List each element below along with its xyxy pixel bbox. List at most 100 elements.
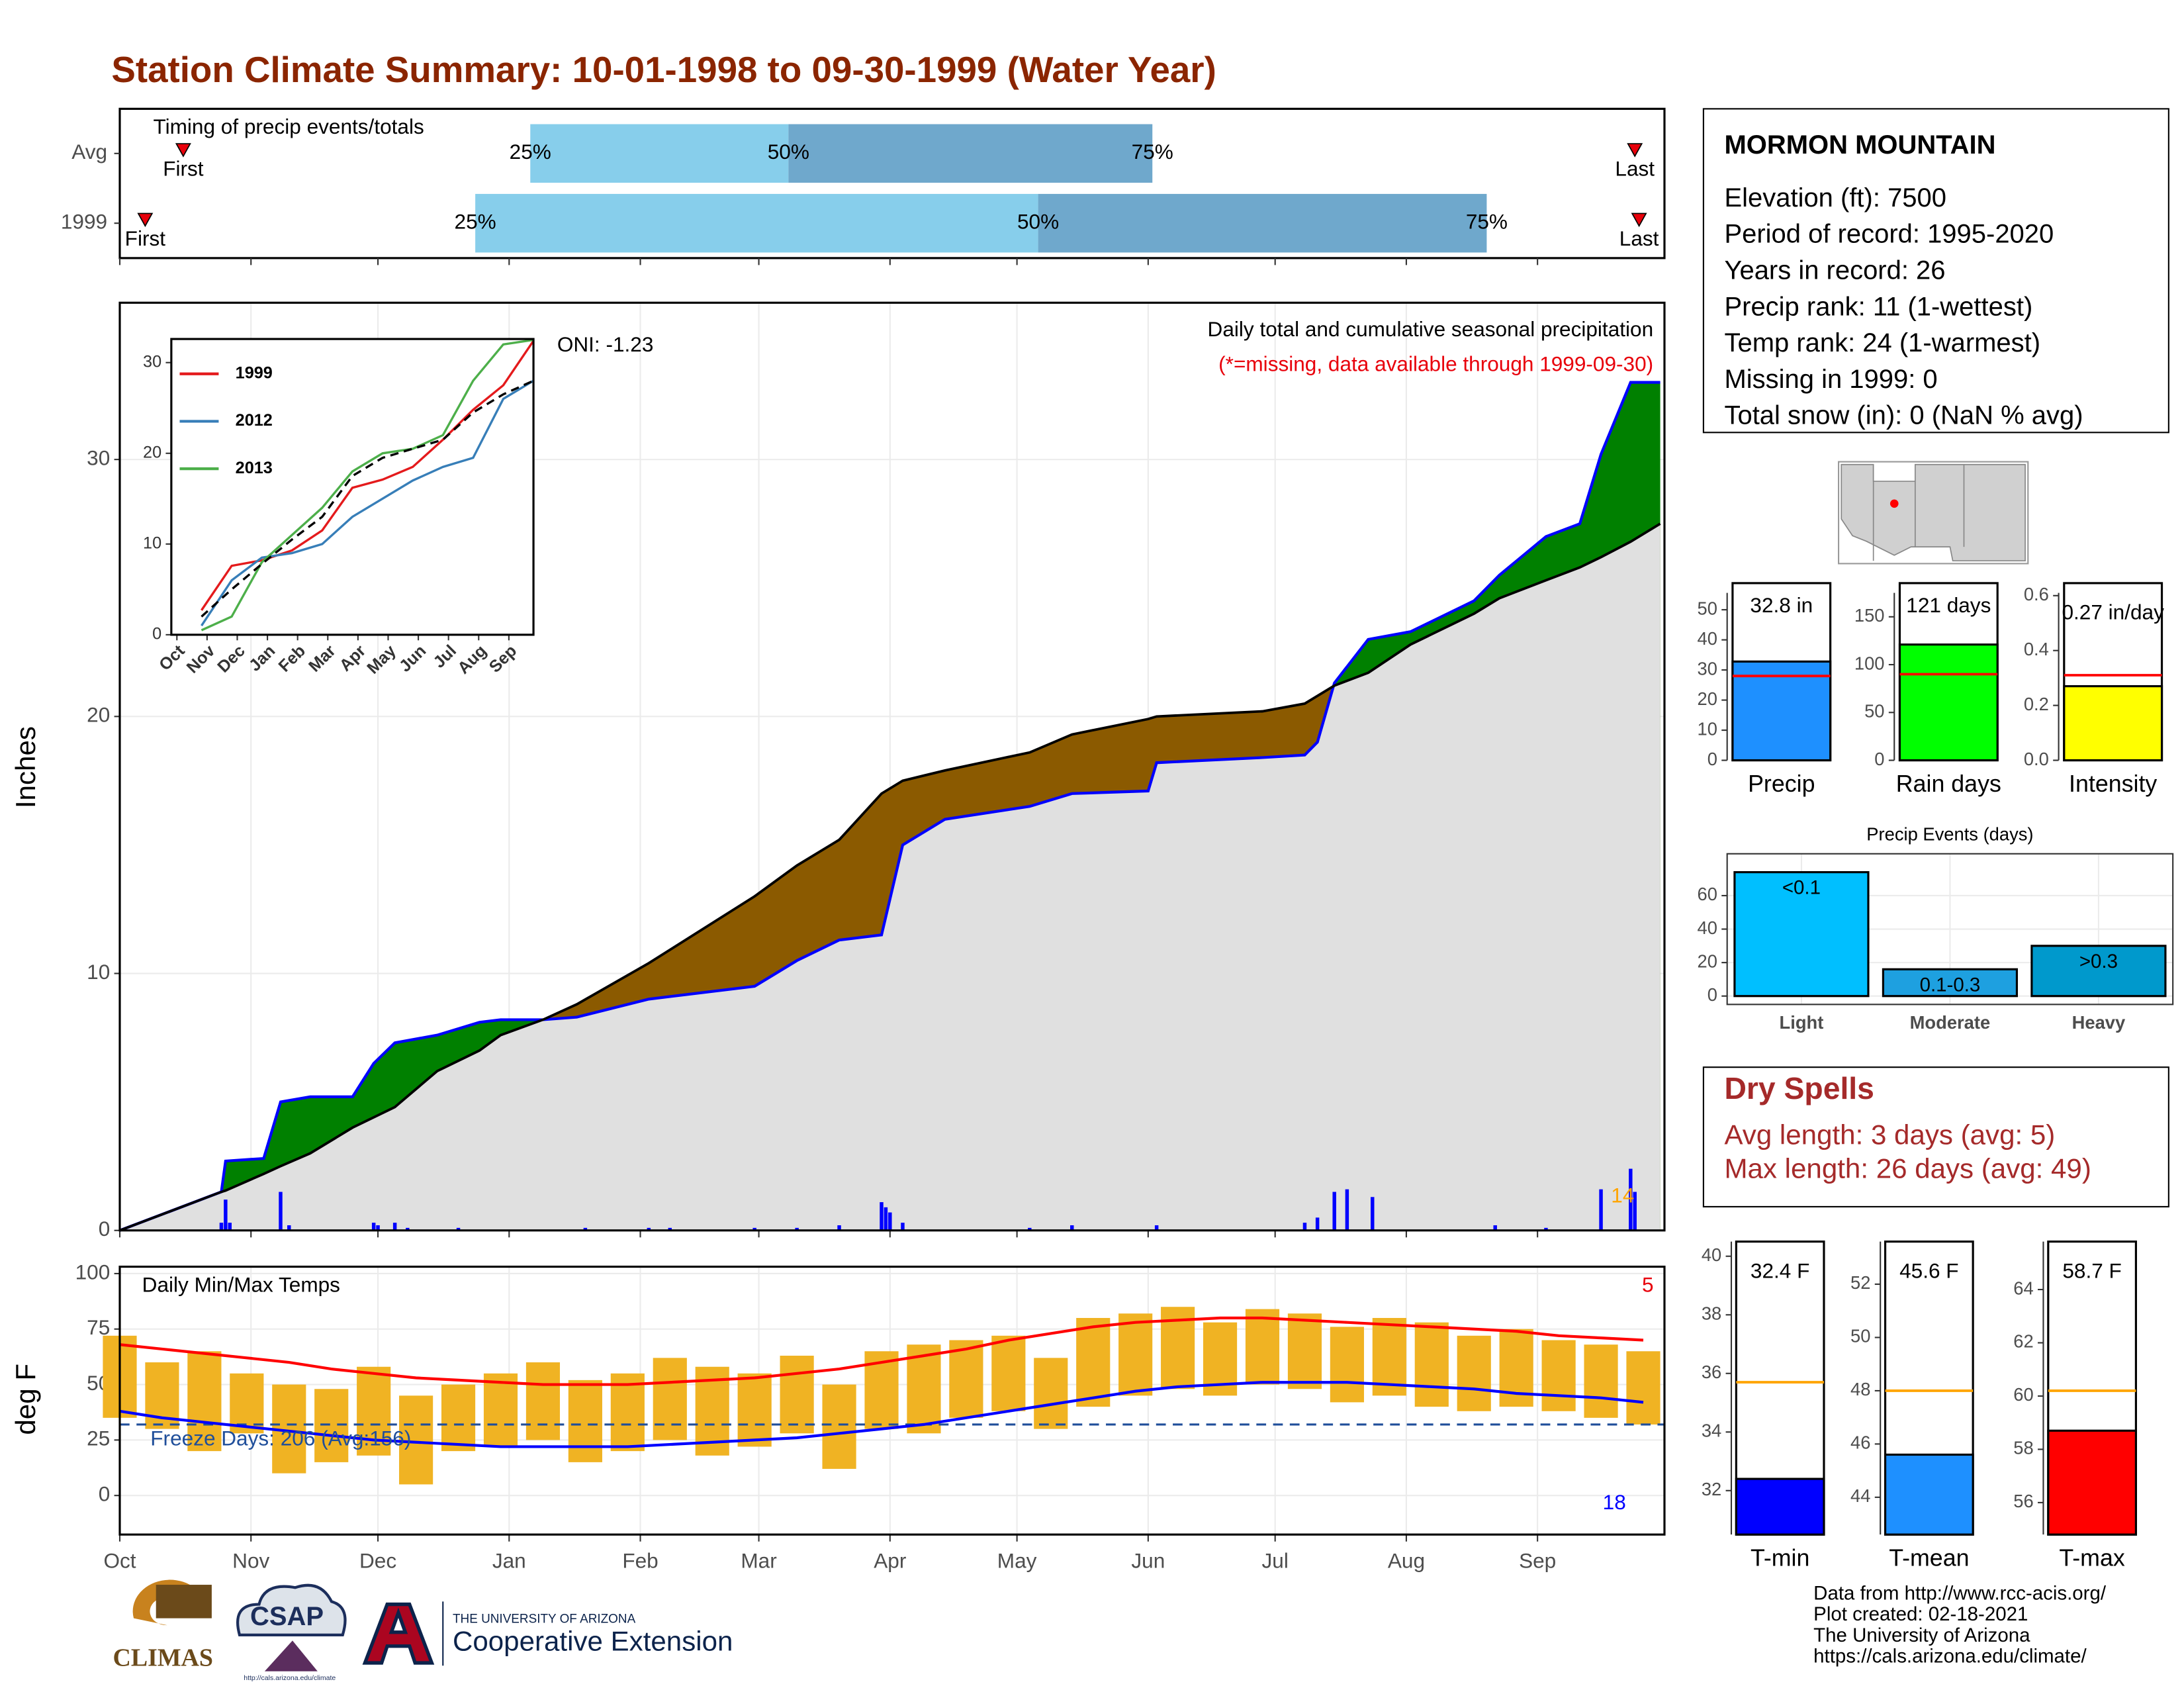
temp-range-bar (1414, 1322, 1449, 1407)
daily-bar (279, 1192, 283, 1231)
category-label: T-min (1751, 1545, 1809, 1571)
panel-frame (170, 338, 535, 636)
temp-range-bar (737, 1373, 772, 1447)
station-line: Years in record: 26 (1724, 256, 1945, 285)
legend-label: 2013 (236, 459, 273, 477)
annotation: ONI: -1.23 (557, 332, 654, 356)
value-label: 32.4 F (1751, 1258, 1809, 1282)
panel-frame (1726, 853, 2174, 1006)
value-label: 32.8 in (1750, 593, 1813, 617)
daily-bar (228, 1223, 232, 1231)
annotation: Freeze Days: 206 (Avg:156) (150, 1427, 411, 1450)
daily-bar (224, 1199, 228, 1231)
credit-line: https://cals.arizona.edu/climate/ (1813, 1645, 2087, 1667)
y-tick-label: 0.0 (2024, 749, 2049, 769)
temp-range-bar (610, 1373, 645, 1452)
event-marker (137, 212, 154, 228)
daily-bar (371, 1223, 376, 1231)
legend-label: 1999 (236, 363, 273, 382)
value-label: 0.27 in/day (2062, 600, 2164, 624)
y-tick-label: 36 (1702, 1362, 1721, 1382)
daily-bar (752, 1227, 756, 1231)
station-line: Elevation (ft): 7500 (1724, 183, 1946, 212)
y-axis-label: deg F (10, 1364, 41, 1435)
y-tick-label: 60 (1698, 884, 1717, 904)
temp-range-bar (1118, 1313, 1153, 1396)
y-tick-label: 0 (1874, 749, 1884, 769)
csap-cloud (236, 1583, 347, 1637)
climas-emblem-block (156, 1585, 212, 1618)
csap-mountain (264, 1640, 318, 1671)
y-tick-label: 30 (87, 445, 110, 469)
daily-bar (880, 1202, 884, 1231)
x-tick-label: May (997, 1549, 1037, 1573)
x-tick-label: Sep (1519, 1549, 1556, 1573)
category-label: Light (1780, 1012, 1824, 1033)
temp-range-bar (822, 1384, 856, 1469)
x-tick-label: Jun (1131, 1549, 1165, 1573)
y-tick-label: 30 (143, 352, 161, 371)
daily-bar (884, 1207, 888, 1231)
daily-bar (1544, 1227, 1548, 1231)
dry-spells-title: Dry Spells (1724, 1071, 1874, 1105)
quantile-label: 25% (510, 140, 551, 164)
daily-bar (456, 1227, 461, 1231)
event-label: Last (1619, 226, 1659, 250)
temp-range-bar (1330, 1327, 1364, 1403)
category-label: T-mean (1889, 1545, 1969, 1571)
value-label: 58.7 F (2062, 1258, 2121, 1282)
csap-url: http://cals.arizona.edu/climate (244, 1674, 336, 1682)
bar (1731, 660, 1832, 762)
category-label: Moderate (1910, 1012, 1991, 1033)
climas-logo-text: CLIMAS (113, 1644, 212, 1672)
quantile-label: 25% (455, 210, 496, 234)
event-label: Last (1615, 156, 1655, 180)
daily-bar (1633, 1192, 1637, 1231)
daily-bar (668, 1227, 672, 1231)
map-borders (1872, 464, 1965, 561)
y-tick-label: 40 (1702, 1244, 1721, 1265)
daily-bar (1154, 1225, 1159, 1231)
y-tick-label: 38 (1702, 1303, 1721, 1323)
y-tick-label: 20 (1698, 688, 1717, 709)
y-tick-label: 0.4 (2024, 639, 2049, 659)
category-label: Heavy (2072, 1012, 2126, 1033)
y-tick-label: 0 (99, 1482, 111, 1506)
bin-label: <0.1 (1782, 877, 1821, 899)
temp-range-bar (1541, 1340, 1576, 1411)
y-tick-label: 46 (1850, 1432, 1870, 1453)
quantile-label: 50% (768, 140, 809, 164)
cumulative-line (119, 522, 1661, 1232)
station-line: Precip rank: 11 (1-wettest) (1724, 292, 2032, 321)
y-tick-label: 100 (1854, 653, 1885, 673)
cumulative-line (119, 381, 1661, 1232)
event-marker (1631, 212, 1647, 228)
temp-range-bar (653, 1358, 687, 1440)
daily-bar (1599, 1189, 1603, 1231)
station-line: Total snow (in): 0 (NaN % avg) (1724, 401, 2083, 430)
y-tick-label: 0 (1707, 984, 1717, 1005)
y-tick-label: 30 (1698, 658, 1717, 679)
bin-label: >0.3 (2079, 951, 2118, 972)
bar (2047, 1429, 2137, 1536)
dry-spells-line: Avg length: 3 days (avg: 5) (1724, 1119, 2055, 1150)
daily-bar (901, 1223, 905, 1231)
y-tick-label: 0 (152, 625, 161, 643)
dry-spells-panel: Dry Spells Avg length: 3 days (avg: 5) M… (1702, 1066, 2169, 1207)
x-tick-label: Jan (492, 1549, 526, 1573)
annotation: Daily total and cumulative seasonal prec… (1208, 317, 1654, 341)
value-label: 45.6 F (1899, 1258, 1958, 1282)
event-label: First (163, 156, 204, 180)
category-label: Intensity (2069, 771, 2157, 797)
temp-range-bar (525, 1362, 561, 1440)
y-tick-label: 32 (1702, 1479, 1721, 1499)
x-tick-label: Jul (1262, 1549, 1289, 1573)
daily-bar (1302, 1223, 1307, 1231)
bar (2063, 685, 2163, 762)
station-name: MORMON MOUNTAIN (1724, 130, 1995, 160)
temp-range-bar (1245, 1309, 1280, 1385)
map-states (1841, 463, 2026, 562)
y-tick-label: 150 (1854, 605, 1885, 626)
value-label: 121 days (1906, 593, 1991, 617)
